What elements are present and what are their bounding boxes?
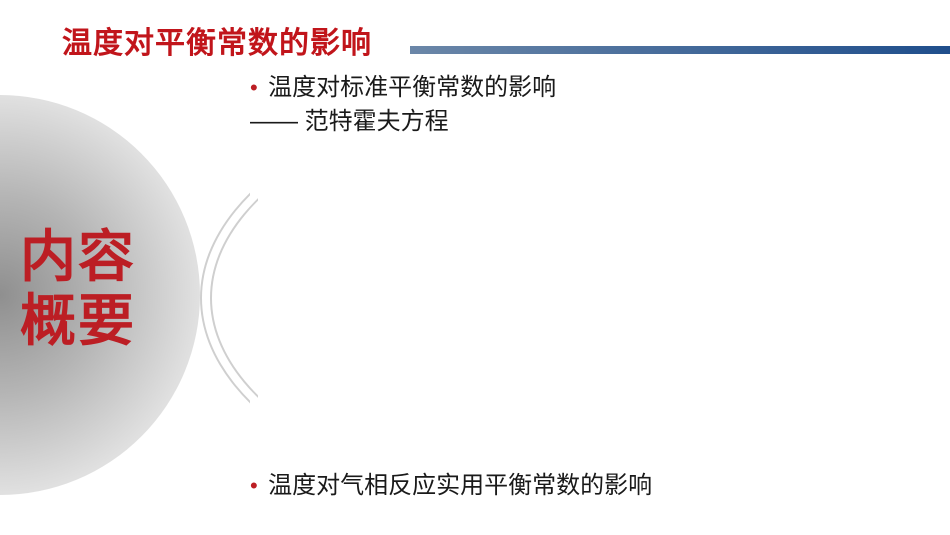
list-item-text: 温度对标准平衡常数的影响 (268, 72, 556, 104)
bullet-icon: • (250, 470, 258, 502)
list-item-subtext: —— 范特霍夫方程 (250, 106, 556, 138)
section-label-line2: 概要 (20, 289, 136, 353)
list-item: • 温度对标准平衡常数的影响 —— 范特霍夫方程 (250, 72, 556, 138)
slide-title: 温度对平衡常数的影响 (62, 18, 372, 62)
title-row: 温度对平衡常数的影响 (0, 18, 950, 64)
slide: 温度对平衡常数的影响 内容 概要 • 温度对标准平衡常数的影响 —— 范特霍夫方… (0, 0, 950, 535)
bracket-arc-inner (210, 78, 950, 518)
section-label-line1: 内容 (20, 225, 136, 289)
list-item: • 温度对气相反应实用平衡常数的影响 (250, 470, 652, 502)
title-rule (410, 46, 950, 54)
bullet-icon: • (250, 72, 258, 104)
section-label: 内容 概要 (20, 225, 136, 354)
list-item-text: 温度对气相反应实用平衡常数的影响 (268, 470, 652, 502)
